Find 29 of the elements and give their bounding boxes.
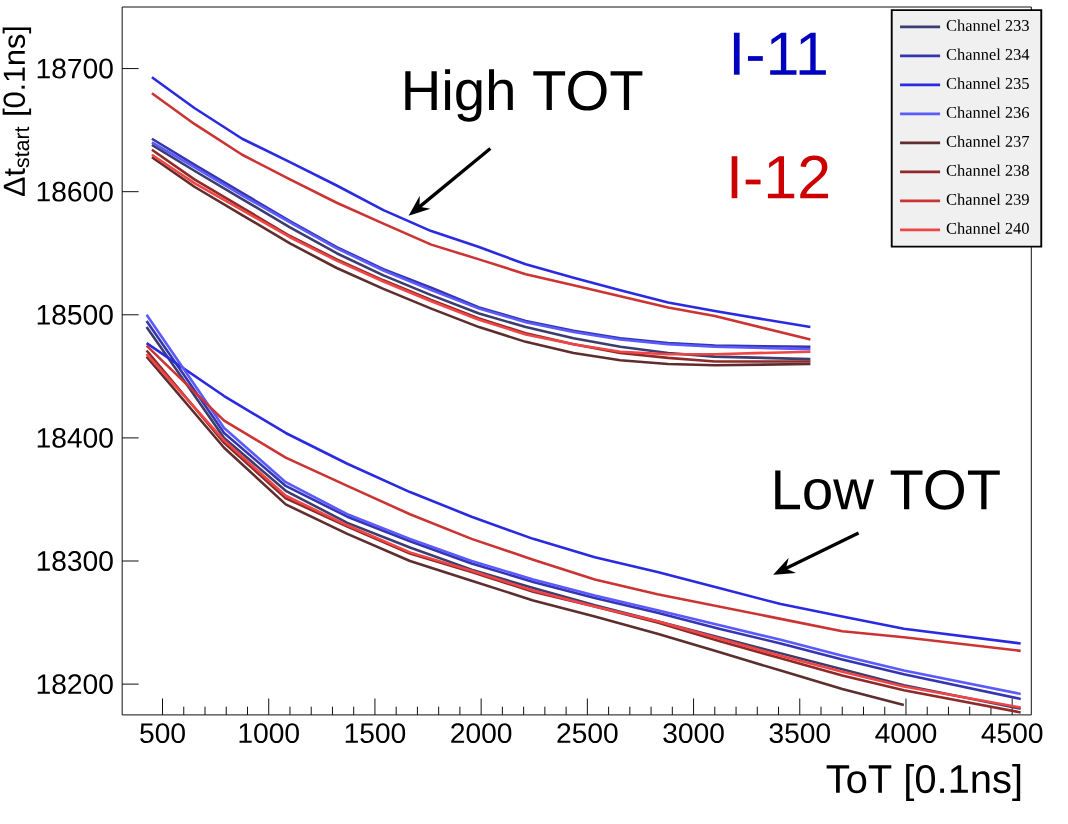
x-tick-label: 4500 <box>981 723 1043 744</box>
legend-label: Channel 234 <box>946 48 1030 60</box>
legend-label: Channel 240 <box>946 222 1029 234</box>
y-tick-label: 18400 <box>37 427 113 448</box>
y-tick-label: 18200 <box>37 674 113 695</box>
annotation: I-11 <box>733 32 826 75</box>
legend-label: Channel 235 <box>946 77 1029 89</box>
x-tick-label: 500 <box>140 723 185 744</box>
legend-label: Channel 239 <box>946 193 1029 205</box>
x-axis-title: ToT [0.1ns] <box>826 763 1021 802</box>
legend-label: Channel 238 <box>946 164 1029 176</box>
legend-label: Channel 233 <box>946 19 1029 31</box>
x-tick-label: 3500 <box>769 723 830 744</box>
x-tick-label: 2500 <box>557 723 618 744</box>
x-tick-label: 1500 <box>345 723 406 744</box>
y-tick-label: 18700 <box>37 58 113 79</box>
x-tick-label: 4000 <box>875 723 937 744</box>
annotation: High TOT <box>405 69 643 122</box>
x-tick-label: 2000 <box>451 723 512 744</box>
x-tick-label: 1000 <box>239 723 299 744</box>
y-tick-label: 18600 <box>37 181 113 202</box>
annotation: I-12 <box>731 155 829 199</box>
y-tick-label: 18500 <box>37 304 113 325</box>
x-tick-label: 3000 <box>663 723 724 744</box>
y-tick-label: 18300 <box>37 551 113 571</box>
annotation: Low TOT <box>775 469 1000 510</box>
legend-label: Channel 237 <box>946 135 1030 147</box>
legend-label: Channel 236 <box>946 106 1030 118</box>
y-axis-title: Δt$_{start}$ [0.1ns] <box>2 27 32 196</box>
